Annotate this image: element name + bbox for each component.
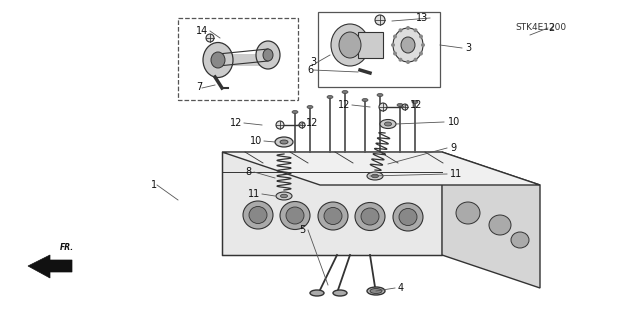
Ellipse shape <box>399 58 403 62</box>
Text: STK4E1200: STK4E1200 <box>515 23 566 32</box>
Text: 4: 4 <box>398 283 404 293</box>
Ellipse shape <box>393 203 423 231</box>
Circle shape <box>375 15 385 25</box>
Bar <box>318 12 440 87</box>
Ellipse shape <box>275 137 293 147</box>
Circle shape <box>206 34 214 42</box>
Ellipse shape <box>327 95 333 99</box>
Bar <box>178 18 298 100</box>
Ellipse shape <box>339 32 361 58</box>
Text: 5: 5 <box>299 225 305 235</box>
Text: 3: 3 <box>465 43 471 53</box>
Text: 11: 11 <box>450 169 462 179</box>
Ellipse shape <box>292 110 298 114</box>
Text: 10: 10 <box>448 117 460 127</box>
Ellipse shape <box>280 140 288 144</box>
Ellipse shape <box>391 43 395 47</box>
Ellipse shape <box>361 208 379 225</box>
Bar <box>358 32 383 58</box>
Ellipse shape <box>399 209 417 226</box>
Ellipse shape <box>413 58 417 62</box>
Text: 7: 7 <box>196 82 202 92</box>
Ellipse shape <box>243 201 273 229</box>
Text: 2: 2 <box>548 23 554 33</box>
Ellipse shape <box>380 120 396 129</box>
Text: 11: 11 <box>248 189 260 199</box>
Ellipse shape <box>371 174 378 178</box>
Ellipse shape <box>318 202 348 230</box>
Ellipse shape <box>393 51 397 56</box>
Text: 12: 12 <box>230 118 242 128</box>
Ellipse shape <box>276 192 292 200</box>
Ellipse shape <box>331 24 369 66</box>
Circle shape <box>379 103 387 111</box>
Ellipse shape <box>406 60 410 64</box>
Polygon shape <box>442 152 540 288</box>
Ellipse shape <box>310 290 324 296</box>
Ellipse shape <box>263 49 273 61</box>
Circle shape <box>402 104 408 110</box>
Ellipse shape <box>406 26 410 30</box>
Ellipse shape <box>419 34 423 39</box>
Ellipse shape <box>367 172 383 180</box>
Ellipse shape <box>419 51 423 56</box>
Ellipse shape <box>421 43 425 47</box>
Polygon shape <box>222 152 442 255</box>
Ellipse shape <box>385 122 392 126</box>
Text: 13: 13 <box>416 13 428 23</box>
Ellipse shape <box>413 28 417 32</box>
Text: 6: 6 <box>307 65 313 75</box>
Ellipse shape <box>412 100 418 103</box>
Ellipse shape <box>401 37 415 53</box>
Text: FR.: FR. <box>60 243 74 252</box>
Circle shape <box>299 122 305 128</box>
Ellipse shape <box>286 207 304 224</box>
Ellipse shape <box>397 103 403 107</box>
Ellipse shape <box>456 202 480 224</box>
Text: 3: 3 <box>310 57 316 67</box>
Text: 8: 8 <box>246 167 252 177</box>
Text: 1: 1 <box>151 180 157 190</box>
Ellipse shape <box>342 91 348 93</box>
Bar <box>218 54 268 66</box>
Ellipse shape <box>362 99 368 101</box>
Ellipse shape <box>489 215 511 235</box>
Ellipse shape <box>324 207 342 225</box>
Ellipse shape <box>377 93 383 97</box>
Ellipse shape <box>370 288 382 293</box>
Ellipse shape <box>393 28 423 62</box>
Ellipse shape <box>307 106 313 108</box>
Ellipse shape <box>355 203 385 231</box>
Ellipse shape <box>280 194 287 198</box>
Ellipse shape <box>367 287 385 295</box>
Text: 9: 9 <box>450 143 456 153</box>
Ellipse shape <box>211 52 225 68</box>
Ellipse shape <box>249 206 267 224</box>
Ellipse shape <box>511 232 529 248</box>
Ellipse shape <box>399 28 403 32</box>
Text: 10: 10 <box>250 136 262 146</box>
Polygon shape <box>222 152 540 185</box>
Text: 14: 14 <box>196 26 208 36</box>
Text: 12: 12 <box>338 100 350 110</box>
Ellipse shape <box>333 290 347 296</box>
Text: 12: 12 <box>306 118 318 128</box>
Ellipse shape <box>203 42 233 78</box>
Text: 12: 12 <box>410 100 422 110</box>
Ellipse shape <box>393 34 397 39</box>
Ellipse shape <box>280 202 310 229</box>
Circle shape <box>276 121 284 129</box>
Ellipse shape <box>256 41 280 69</box>
Polygon shape <box>28 255 72 278</box>
